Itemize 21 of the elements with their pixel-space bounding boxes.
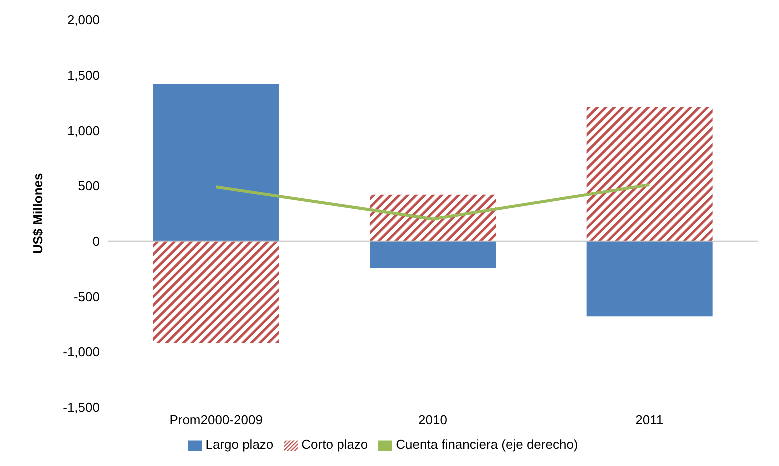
x-tick-label: 2010: [418, 412, 448, 428]
bar: [154, 84, 280, 242]
y-axis-title: US$ Millones: [30, 173, 46, 254]
bar: [586, 107, 713, 242]
legend-label: Largo plazo: [206, 437, 274, 452]
legend-label: Cuenta financiera (eje derecho): [396, 437, 578, 452]
bar: [370, 241, 496, 268]
x-tick-label: Prom2000-2009: [170, 412, 263, 428]
y-tick-label: 2,000: [67, 12, 100, 28]
y-tick-label: 1,500: [67, 68, 100, 83]
bar: [154, 241, 280, 344]
y-tick-label: 500: [78, 178, 100, 194]
bar: [586, 241, 713, 317]
y-tick-label: -1,000: [63, 344, 100, 360]
y-tick-label: -500: [74, 289, 100, 304]
y-tick-label: 1,000: [67, 123, 100, 138]
y-tick-label: 0: [92, 234, 100, 250]
legend-label: Corto plazo: [302, 437, 368, 452]
x-tick-label: 2011: [636, 412, 664, 428]
bar: [370, 194, 496, 242]
y-tick-label: -1,500: [63, 400, 100, 416]
